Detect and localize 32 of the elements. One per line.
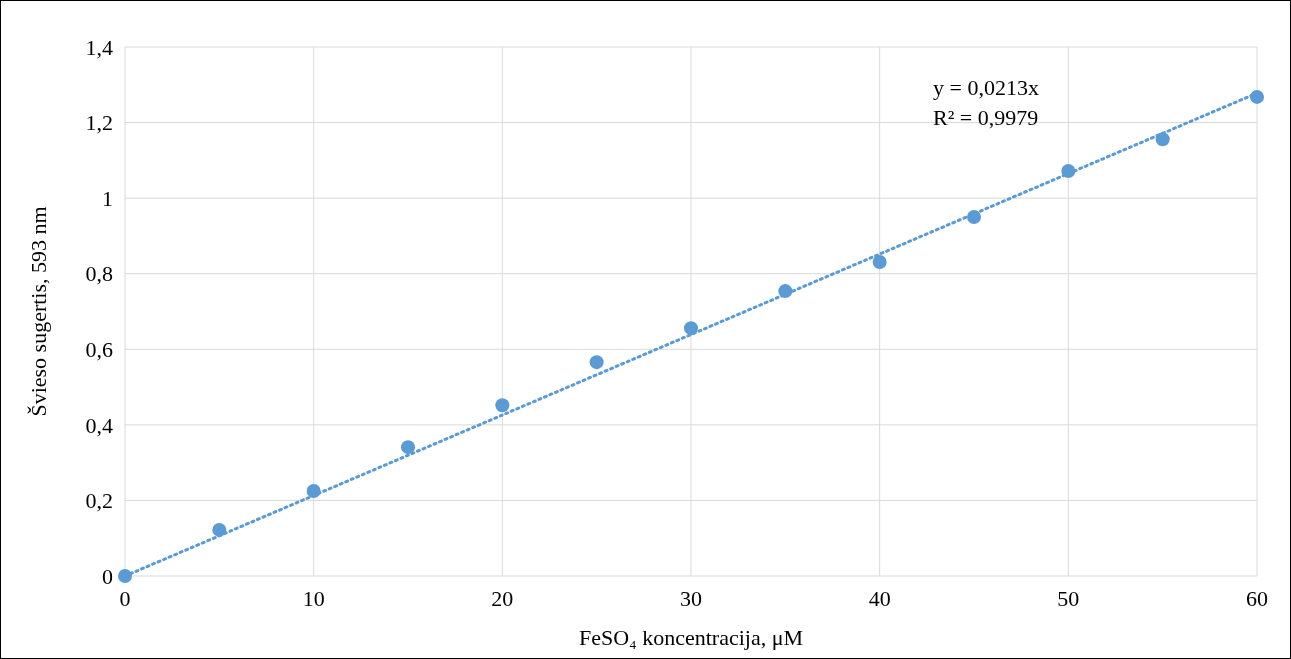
point — [778, 284, 793, 299]
y-axis-title: Švieso sugertis, 593 nm — [26, 206, 51, 417]
point — [872, 255, 887, 269]
y-tick-label: 0,6 — [85, 336, 113, 362]
point — [401, 440, 415, 455]
annotation: y = 0,0213x — [933, 75, 1039, 100]
x-tick-label: 50 — [1057, 586, 1080, 611]
point — [1061, 163, 1076, 178]
y-tick-label: 0,4 — [85, 412, 113, 438]
point — [684, 321, 698, 336]
annotation: R² = 0,9979 — [933, 105, 1039, 130]
x-tick-label: 40 — [868, 586, 891, 611]
point — [212, 522, 227, 537]
y-tick-label: 1 — [102, 185, 113, 211]
x-tick-label: 20 — [491, 586, 514, 611]
point — [967, 210, 981, 225]
point — [118, 569, 132, 583]
x-tick-label: 30 — [680, 586, 702, 611]
point — [306, 483, 321, 498]
x-tick-label: 60 — [1246, 586, 1268, 611]
y-tick-label: 0 — [102, 563, 113, 589]
point — [1250, 89, 1264, 104]
y-tick-label: 1,2 — [85, 110, 113, 136]
point — [495, 398, 510, 413]
y-tick-label: 0,2 — [85, 488, 113, 514]
y-tick-label: 1,4 — [85, 34, 113, 60]
point — [1155, 132, 1170, 147]
x-axis-title: FeSO₄ koncentracija, μM — [578, 625, 804, 650]
point — [589, 355, 604, 370]
x-tick-label: 0 — [119, 586, 131, 611]
x-tick-label: 10 — [302, 586, 325, 611]
y-tick-label: 0,8 — [85, 261, 113, 287]
